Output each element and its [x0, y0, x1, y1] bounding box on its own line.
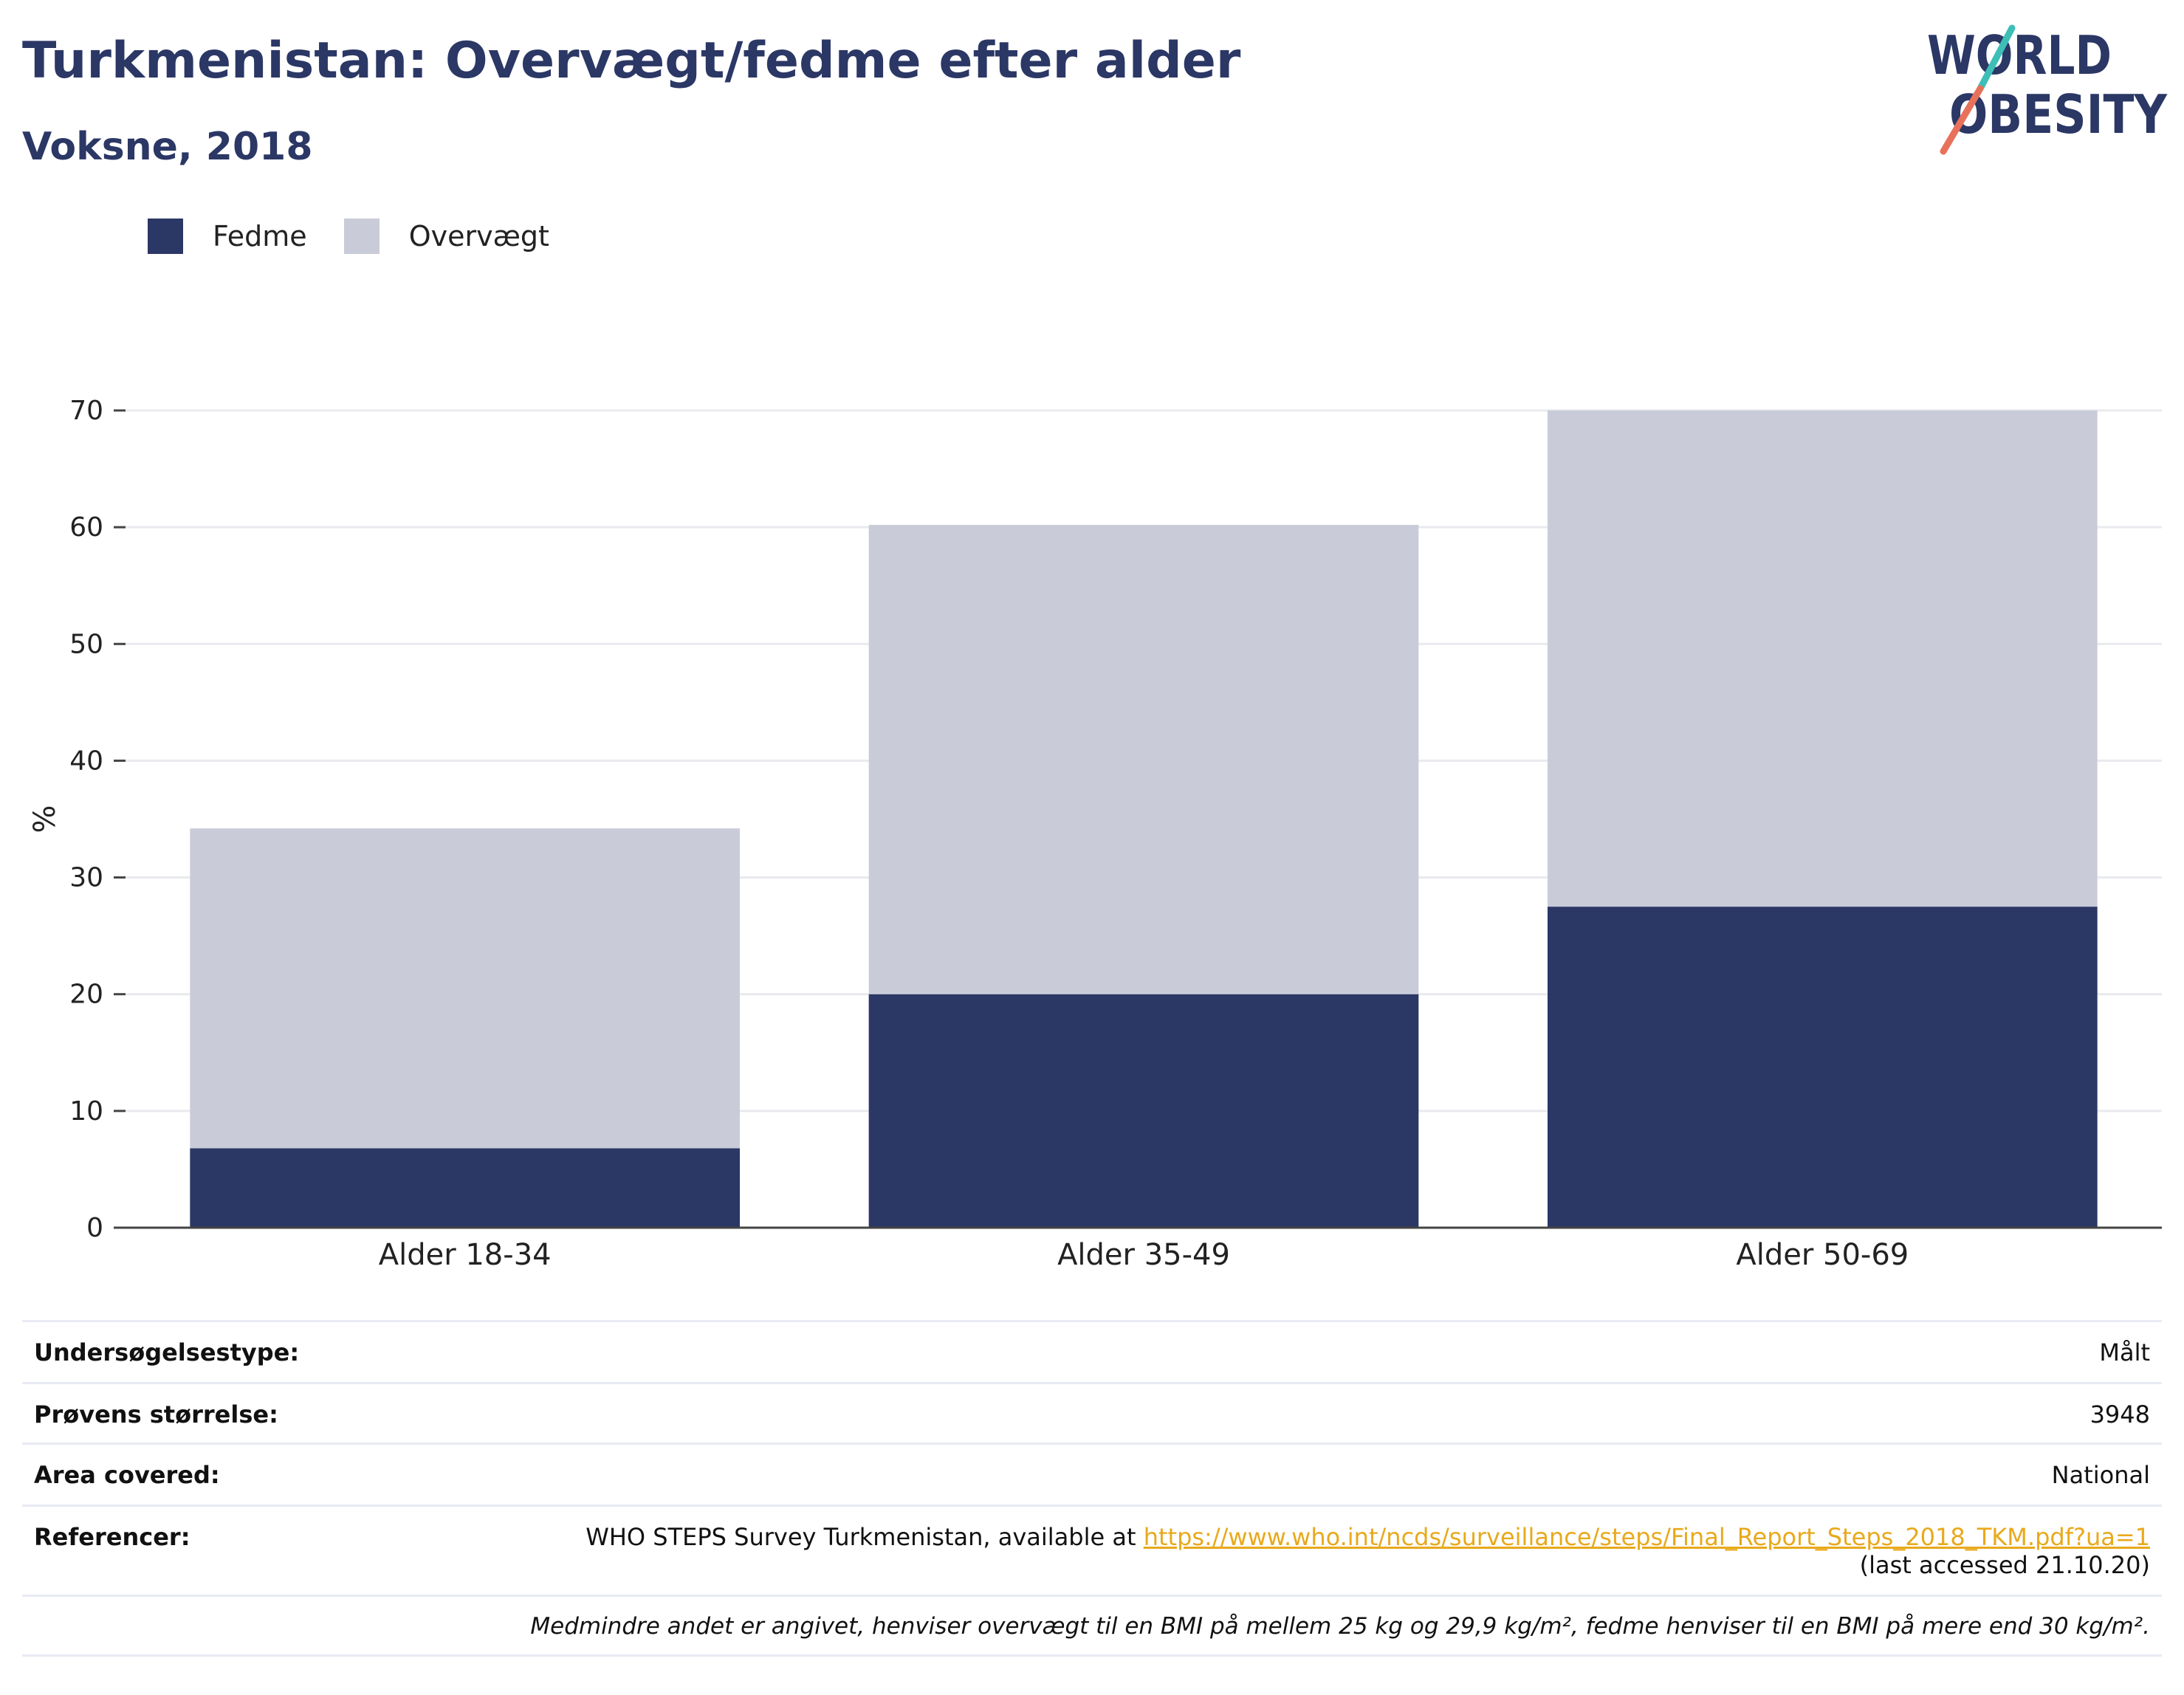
- bar-fedme-3: [1548, 907, 2098, 1228]
- x-tick-label-3: Alder 50-69: [1736, 1238, 1909, 1272]
- legend-swatch-overvaegt: [343, 219, 380, 254]
- info-row-sample-size: Prøvens størrelse: 3948: [22, 1382, 2162, 1443]
- bar-overv-gt-3: [1548, 410, 2098, 907]
- y-tick-label-70: 70: [69, 396, 103, 426]
- y-tick-label-20: 20: [69, 980, 103, 1010]
- y-tick-label-10: 10: [69, 1096, 103, 1127]
- bar-fedme-2: [868, 994, 1419, 1228]
- world-obesity-logo: WORLD OBESITY: [1927, 24, 2168, 155]
- x-tick-label-1: Alder 18-34: [379, 1238, 552, 1272]
- bar-overv-gt-2: [868, 524, 1419, 994]
- page-subtitle: Voksne, 2018: [22, 125, 313, 169]
- y-tick-label-30: 30: [69, 863, 103, 893]
- page-title: Turkmenistan: Overvægt/fedme efter alder: [22, 32, 1241, 90]
- svg-text:OBESITY: OBESITY: [1949, 83, 2168, 145]
- references-accessed: (last accessed 21.10.20): [1859, 1551, 2150, 1579]
- y-axis-label: %: [28, 805, 62, 833]
- stacked-bar-chart: 0 10 20 30 40 50 60 70% Alder 18-34 Alder 35-49 Al…: [28, 396, 2162, 1272]
- legend-item-overvaegt[interactable]: Overvægt: [343, 219, 549, 254]
- references-link[interactable]: https://www.who.int/ncds/surveillance/st…: [1143, 1523, 2150, 1551]
- bar-overv-gt-1: [190, 828, 740, 1149]
- y-tick-label-40: 40: [69, 746, 103, 776]
- references-value: WHO STEPS Survey Turkmenistan, available…: [586, 1523, 2150, 1579]
- info-row-references: Referencer: WHO STEPS Survey Turkmenista…: [22, 1505, 2162, 1595]
- sample-size-label: Prøvens størrelse:: [34, 1400, 278, 1428]
- y-tick-label-0: 0: [86, 1213, 103, 1243]
- references-text: WHO STEPS Survey Turkmenistan, available…: [586, 1523, 1144, 1551]
- legend-label-overvaegt: Overvægt: [408, 220, 549, 252]
- legend-label-fedme: Fedme: [213, 220, 307, 252]
- legend-swatch-fedme: [148, 219, 183, 254]
- legend-item-fedme[interactable]: Fedme: [148, 219, 307, 254]
- survey-type-value: Målt: [2099, 1338, 2150, 1366]
- x-tick-label-2: Alder 35-49: [1057, 1238, 1230, 1272]
- area-value: National: [2051, 1461, 2150, 1489]
- chart-legend: Fedme Overvægt: [148, 219, 586, 254]
- references-label: Referencer:: [34, 1523, 190, 1551]
- info-row-area: Area covered: National: [22, 1443, 2162, 1505]
- info-row-survey-type: Undersøgelsestype: Målt: [22, 1320, 2162, 1382]
- svg-text:WORLD: WORLD: [1927, 24, 2112, 86]
- y-tick-label-50: 50: [69, 629, 103, 659]
- sample-size-value: 3948: [2089, 1400, 2150, 1428]
- info-table: Undersøgelsestype: Målt Prøvens størrels…: [22, 1320, 2162, 1657]
- y-tick-label-60: 60: [69, 512, 103, 543]
- definition-note: Medmindre andet er angivet, henviser ove…: [530, 1613, 2150, 1640]
- survey-type-label: Undersøgelsestype:: [34, 1338, 300, 1366]
- bar-fedme-1: [190, 1148, 740, 1228]
- area-label: Area covered:: [34, 1461, 220, 1489]
- info-row-note: Medmindre andet er angivet, henviser ove…: [22, 1595, 2162, 1657]
